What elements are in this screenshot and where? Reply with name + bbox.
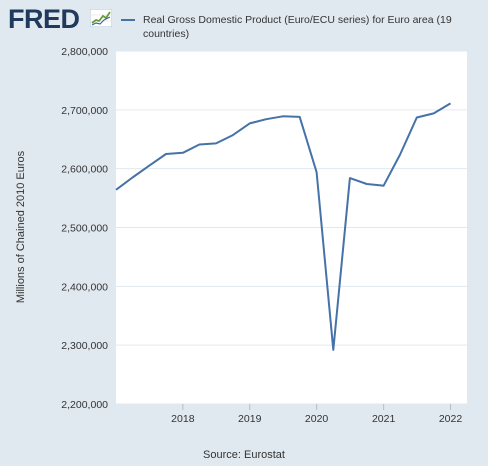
data-point[interactable] xyxy=(331,348,335,352)
data-point[interactable] xyxy=(181,151,185,155)
data-point[interactable] xyxy=(315,170,319,174)
data-point[interactable] xyxy=(248,121,252,125)
x-tick-label: 2022 xyxy=(439,413,463,425)
data-point[interactable] xyxy=(197,143,201,147)
legend-label: Real Gross Domestic Product (Euro/ECU se… xyxy=(143,14,452,40)
data-point[interactable] xyxy=(231,133,235,137)
source-note: Source: Eurostat xyxy=(203,449,285,461)
grid-lines xyxy=(116,50,467,405)
data-point[interactable] xyxy=(348,176,352,180)
data-point[interactable] xyxy=(449,101,453,105)
data-point[interactable] xyxy=(281,114,285,118)
legend[interactable]: Real Gross Domestic Product (Euro/ECU se… xyxy=(121,13,461,41)
y-axis: 2,200,000 2,300,000 2,400,000 2,500,000 2,60… xyxy=(61,46,108,411)
series-group xyxy=(114,101,453,352)
x-axis: 2018 2019 2020 2021 2022 xyxy=(171,404,462,425)
y-tick-label: 2,500,000 xyxy=(61,223,108,235)
x-tick-label: 2019 xyxy=(238,413,262,425)
data-point[interactable] xyxy=(298,115,302,119)
data-point[interactable] xyxy=(114,188,118,192)
data-point[interactable] xyxy=(415,116,419,120)
fred-logo-chart-icon xyxy=(90,9,112,27)
x-tick-label: 2020 xyxy=(305,413,329,425)
data-point[interactable] xyxy=(432,111,436,115)
y-tick-label: 2,800,000 xyxy=(61,46,108,58)
data-point[interactable] xyxy=(398,153,402,157)
series-line[interactable] xyxy=(115,102,452,351)
data-point[interactable] xyxy=(131,176,135,180)
data-point[interactable] xyxy=(164,152,168,156)
fred-logo[interactable]: FRED xyxy=(8,4,80,34)
legend-swatch xyxy=(121,19,135,21)
x-tick-label: 2018 xyxy=(171,413,195,425)
y-tick-label: 2,700,000 xyxy=(61,105,108,117)
data-point[interactable] xyxy=(214,141,218,145)
x-tick-label: 2021 xyxy=(372,413,396,425)
data-point[interactable] xyxy=(264,117,268,121)
data-point[interactable] xyxy=(382,184,386,188)
y-tick-label: 2,300,000 xyxy=(61,340,108,352)
data-point[interactable] xyxy=(147,164,151,168)
y-tick-label: 2,400,000 xyxy=(61,281,108,293)
y-tick-label: 2,600,000 xyxy=(61,164,108,176)
y-axis-label: Millions of Chained 2010 Euros xyxy=(15,150,27,303)
y-tick-label: 2,200,000 xyxy=(61,399,108,411)
data-point[interactable] xyxy=(365,182,369,186)
